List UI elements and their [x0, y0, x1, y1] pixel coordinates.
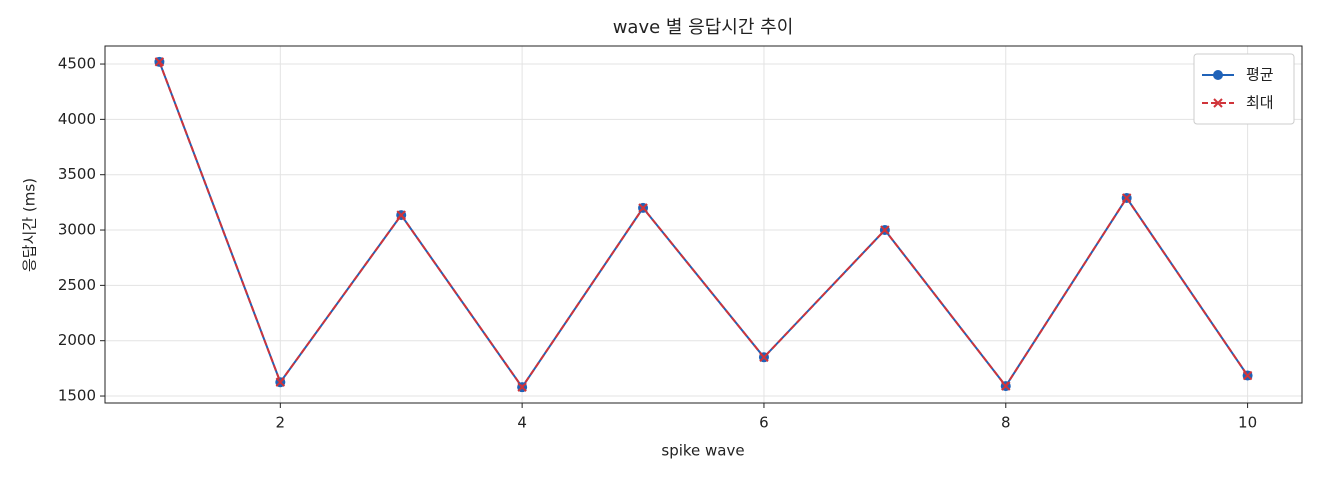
marker — [517, 382, 527, 392]
y-axis-label: 응답시간 (ms) — [21, 178, 39, 272]
x-tick-label: 8 — [1001, 414, 1011, 432]
marker — [1242, 370, 1253, 381]
marker — [1213, 98, 1223, 108]
marker-stroke — [1121, 193, 1132, 203]
marker — [154, 57, 165, 67]
x-tick-label: 4 — [517, 414, 527, 432]
y-tick-label: 4000 — [58, 110, 96, 128]
marker-stroke — [1213, 98, 1223, 108]
marker-stroke — [275, 377, 286, 387]
x-tick-label: 2 — [276, 414, 286, 432]
marker — [1001, 381, 1011, 391]
x-tick-label: 10 — [1238, 414, 1257, 432]
marker-stroke — [396, 210, 406, 220]
y-tick-label: 1500 — [58, 387, 96, 405]
marker — [275, 377, 286, 387]
marker — [759, 352, 769, 363]
y-tick-label: 4500 — [58, 55, 96, 73]
legend-label: 최대 — [1246, 94, 1274, 112]
y-tick-label: 3000 — [58, 221, 96, 239]
marker-stroke — [638, 203, 648, 213]
chart-title: wave 별 응답시간 추이 — [613, 17, 794, 38]
y-tick-label: 2000 — [58, 331, 96, 349]
marker — [1121, 193, 1132, 203]
marker-stroke — [154, 57, 165, 67]
marker — [396, 210, 406, 220]
marker-stroke — [1242, 370, 1253, 381]
marker — [638, 203, 648, 213]
marker-stroke — [1001, 381, 1011, 391]
legend-box — [1193, 53, 1295, 125]
marker-stroke — [880, 225, 890, 235]
marker-stroke — [517, 382, 527, 392]
x-tick-label: 6 — [759, 414, 769, 432]
series-line — [158, 61, 1249, 389]
marker — [1213, 70, 1223, 80]
plot-frame — [104, 45, 1303, 404]
x-axis-label: spike wave — [661, 442, 744, 460]
y-tick-label: 3500 — [58, 165, 96, 183]
legend-label: 평균 — [1246, 66, 1274, 84]
marker-stroke — [759, 352, 769, 363]
y-tick-label: 2500 — [58, 276, 96, 294]
marker — [880, 225, 890, 235]
